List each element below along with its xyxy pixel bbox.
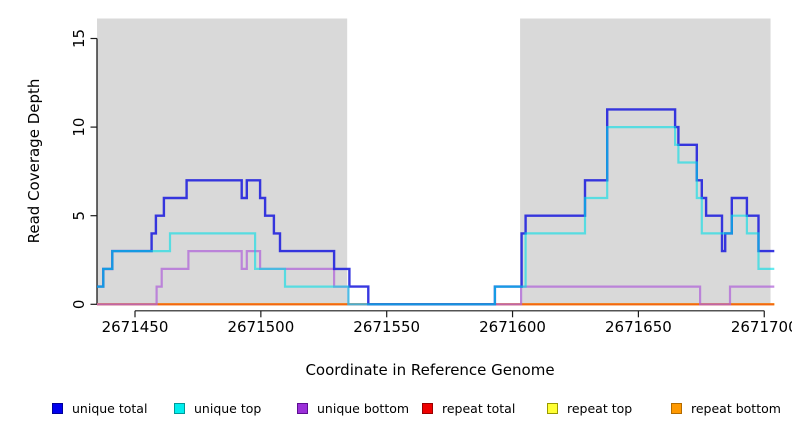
legend-label: unique total: [72, 400, 148, 416]
series-line-unique-top: [97, 125, 775, 306]
repeat-total-swatch-icon: [422, 402, 433, 414]
y-tick-label: 5: [70, 211, 88, 221]
x-tick-label: 2671450: [102, 318, 169, 336]
legend-item-repeat-top: repeat top: [547, 398, 632, 418]
repeat-top-swatch-icon: [547, 402, 558, 414]
legend-label: repeat top: [567, 400, 633, 416]
x-axis-title: Coordinate in Reference Genome: [305, 361, 555, 379]
legend-label: unique top: [194, 400, 262, 416]
legend-label: unique bottom: [317, 400, 410, 416]
x-tick-label: 2671500: [227, 318, 294, 336]
x-tick-label: 2671700: [731, 318, 792, 336]
legend-item-unique-total: unique total: [52, 398, 147, 418]
repeat-bottom-swatch-icon: [671, 402, 682, 414]
y-tick-label: 10: [70, 118, 88, 137]
legend: unique total unique top unique bottom re…: [0, 398, 792, 420]
x-tick-label: 2671550: [353, 318, 420, 336]
legend-item-unique-bottom: unique bottom: [297, 398, 409, 418]
legend-label: repeat total: [442, 400, 516, 416]
unique-total-swatch-icon: [52, 402, 63, 414]
y-axis-title: Read Coverage Depth: [25, 78, 43, 244]
x-tick-label: 2671600: [479, 318, 546, 336]
legend-item-repeat-total: repeat total: [422, 398, 515, 418]
y-tick-label: 15: [70, 29, 88, 48]
shaded-region: [520, 18, 771, 305]
shaded-region: [96, 18, 348, 305]
x-tick-label: 2671650: [605, 318, 672, 336]
y-tick-label: 0: [70, 300, 88, 310]
unique-top-swatch-icon: [174, 402, 185, 414]
legend-item-repeat-bottom: repeat bottom: [671, 398, 781, 418]
legend-item-unique-top: unique top: [174, 398, 261, 418]
unique-bottom-swatch-icon: [297, 402, 308, 414]
legend-label: repeat bottom: [691, 400, 781, 416]
series-line-unique-bottom: [97, 250, 775, 306]
